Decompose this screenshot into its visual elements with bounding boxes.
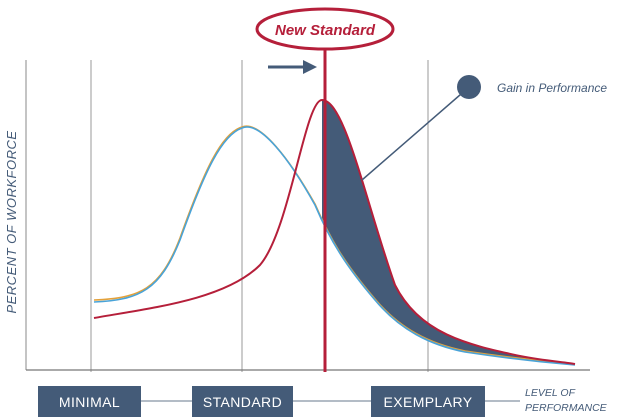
new-standard-label: New Standard [275,22,376,39]
category-minimal-label: MINIMAL [59,394,120,410]
gain-label: Gain in Performance [497,81,607,95]
category-exemplary-label: EXEMPLARY [384,394,473,410]
category-standard: STANDARD [192,386,293,417]
category-exemplary: EXEMPLARY [371,386,485,417]
y-axis-label: PERCENT OF WORKFORCE [4,130,19,313]
x-axis-label-line2: PERFORMANCE [525,402,608,414]
category-minimal: MINIMAL [38,386,141,417]
shift-arrow-icon [268,60,317,74]
gain-connector-line [361,87,469,181]
gain-area [322,100,575,365]
x-axis-label-line1: LEVEL OF [525,387,576,399]
original-curve-blue [93,126,576,366]
category-standard-label: STANDARD [203,394,282,410]
shifted-curve-red [93,98,576,365]
new-standard-callout [255,7,395,51]
gain-marker-dot [457,75,481,99]
